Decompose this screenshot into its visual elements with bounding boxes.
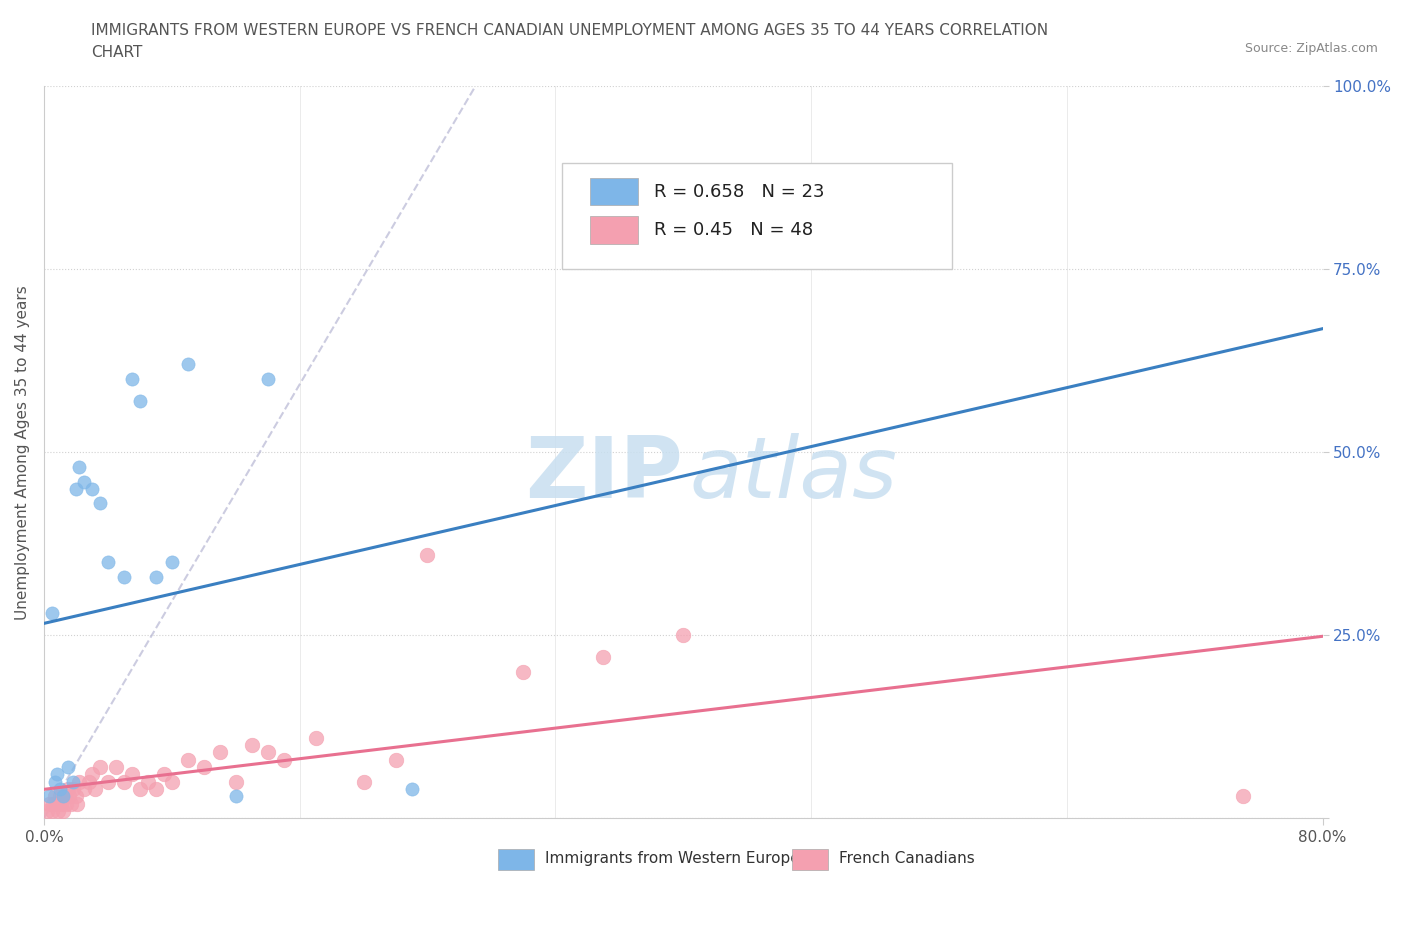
Point (177, 752, 200, 767)
Point (56, 781, 79, 796)
Point (67, 459, 90, 474)
FancyBboxPatch shape (792, 849, 828, 870)
Point (35, 804, 58, 818)
Point (73, 474, 96, 489)
FancyBboxPatch shape (591, 216, 638, 244)
Point (136, 775, 159, 790)
Point (193, 760, 215, 775)
Point (112, 569, 135, 584)
Text: CHART: CHART (91, 45, 143, 60)
Point (160, 775, 183, 790)
Point (41, 804, 63, 818)
Point (55, 796, 77, 811)
Text: R = 0.45   N = 48: R = 0.45 N = 48 (654, 220, 813, 239)
Text: R = 0.658   N = 23: R = 0.658 N = 23 (654, 182, 824, 201)
Point (45, 796, 67, 811)
Point (225, 789, 247, 804)
Point (592, 650, 614, 665)
Point (256, 745, 278, 760)
Point (42, 796, 65, 811)
Point (121, 372, 143, 387)
Point (128, 781, 150, 796)
Point (304, 730, 326, 745)
Point (53, 789, 76, 804)
Point (73, 781, 96, 796)
Point (512, 664, 534, 679)
Point (80, 482, 103, 497)
Point (62, 775, 84, 790)
Point (240, 737, 263, 752)
Point (104, 760, 127, 775)
Point (112, 775, 135, 790)
Point (1232, 789, 1254, 804)
Point (97, 775, 120, 790)
Point (45, 767, 67, 782)
Point (145, 781, 167, 796)
Point (77, 775, 100, 790)
Point (62, 781, 84, 796)
Point (67, 775, 90, 790)
Point (52, 789, 75, 804)
Point (256, 372, 278, 387)
FancyBboxPatch shape (498, 849, 534, 870)
Text: Source: ZipAtlas.com: Source: ZipAtlas.com (1244, 42, 1378, 55)
FancyBboxPatch shape (591, 178, 638, 206)
Point (97, 554, 120, 569)
Point (273, 752, 295, 767)
Point (89, 760, 111, 775)
Point (65, 482, 87, 497)
Point (44, 775, 66, 790)
Point (60, 796, 83, 811)
Point (177, 357, 200, 372)
Point (401, 781, 423, 796)
Point (49, 781, 72, 796)
Point (65, 789, 87, 804)
Point (41, 606, 63, 621)
Point (672, 628, 695, 643)
Point (38, 796, 60, 811)
Text: atlas: atlas (689, 432, 897, 516)
Point (38, 789, 60, 804)
Point (416, 548, 439, 563)
Point (160, 554, 183, 569)
Point (208, 745, 231, 760)
Point (84, 781, 107, 796)
Point (49, 789, 72, 804)
Point (56, 760, 79, 775)
Point (152, 767, 174, 782)
Text: ZIP: ZIP (526, 432, 683, 516)
Point (51, 796, 73, 811)
Point (353, 775, 375, 790)
Point (52, 804, 75, 818)
Point (44, 789, 66, 804)
Point (121, 767, 143, 782)
Point (46, 804, 69, 818)
Text: Immigrants from Western Europe: Immigrants from Western Europe (546, 851, 800, 866)
Point (225, 775, 247, 790)
Point (128, 393, 150, 408)
Point (145, 569, 167, 584)
FancyBboxPatch shape (562, 163, 952, 269)
Point (384, 752, 406, 767)
Y-axis label: Unemployment Among Ages 35 to 44 years: Unemployment Among Ages 35 to 44 years (15, 285, 30, 619)
Text: French Canadians: French Canadians (839, 851, 974, 866)
Point (80, 767, 103, 782)
Point (58, 789, 80, 804)
Point (66, 796, 89, 811)
Point (89, 496, 111, 511)
Text: IMMIGRANTS FROM WESTERN EUROPE VS FRENCH CANADIAN UNEMPLOYMENT AMONG AGES 35 TO : IMMIGRANTS FROM WESTERN EUROPE VS FRENCH… (91, 23, 1049, 38)
